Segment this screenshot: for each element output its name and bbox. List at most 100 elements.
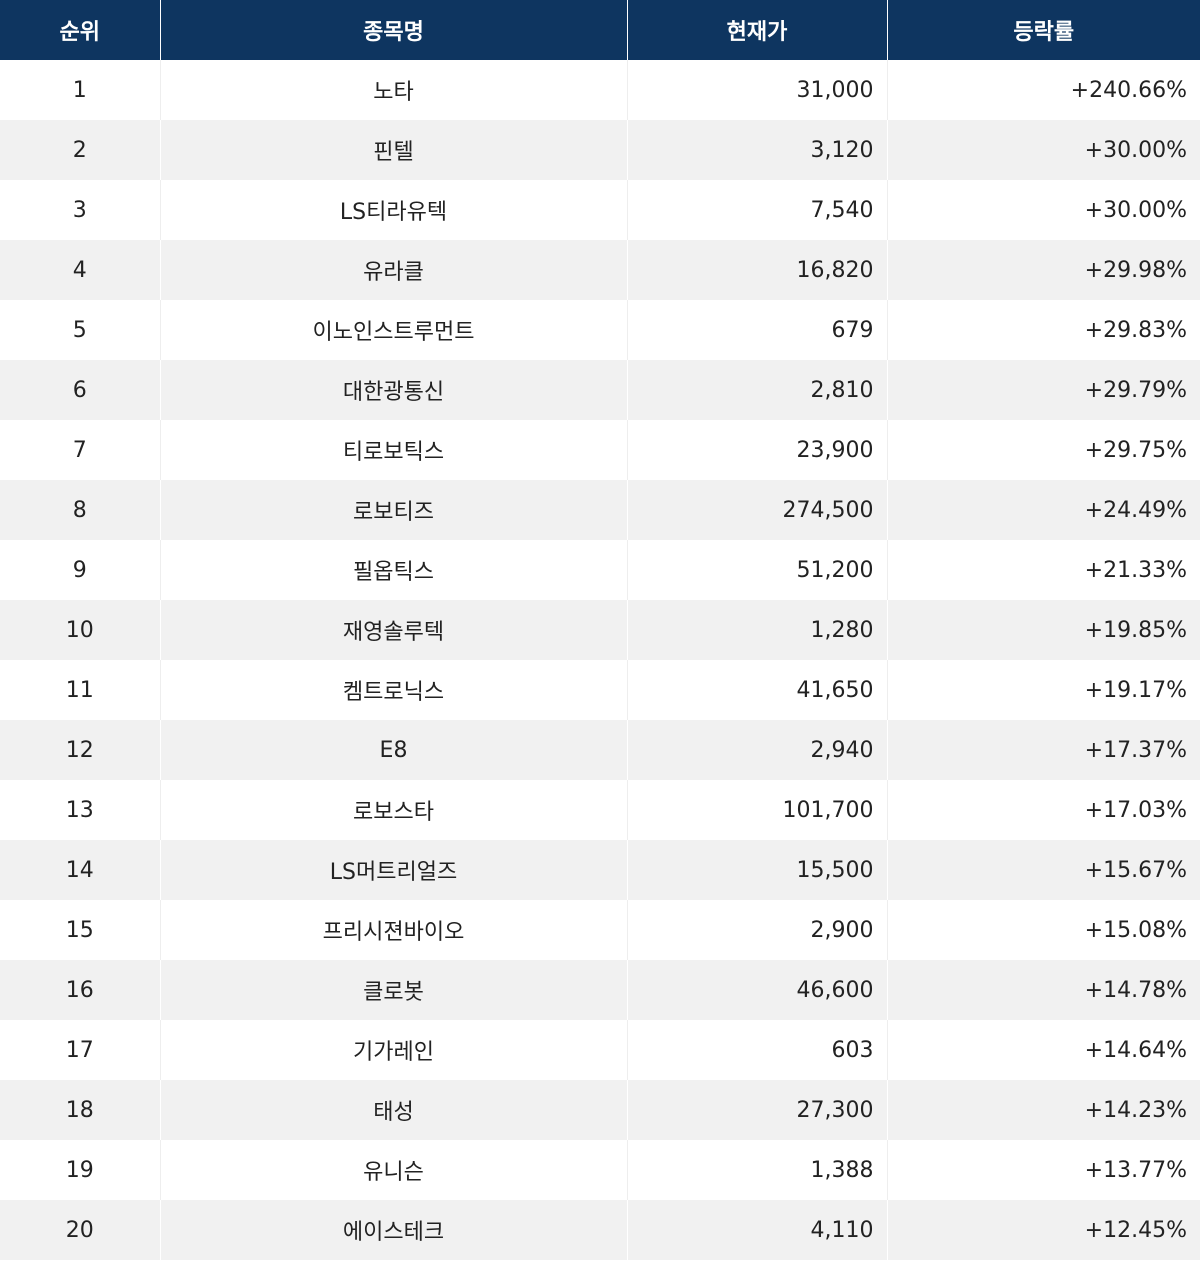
change-rate-cell: +240.66%	[886, 60, 1200, 120]
price-cell: 15,500	[626, 840, 887, 900]
header-name: 종목명	[159, 0, 627, 60]
rank-cell: 13	[0, 780, 160, 840]
table-row: 19 유니슨 1,388 +13.77%	[0, 1140, 1200, 1200]
rank-cell: 11	[0, 660, 160, 720]
rank-cell: 17	[0, 1020, 160, 1080]
stock-name-cell: 프리시젼바이오	[159, 900, 627, 960]
price-cell: 51,200	[626, 540, 887, 600]
price-cell: 2,900	[626, 900, 887, 960]
change-rate-cell: +17.37%	[886, 720, 1200, 780]
stock-name-cell: 유라클	[159, 240, 627, 300]
change-rate-cell: +24.49%	[886, 480, 1200, 540]
price-cell: 101,700	[626, 780, 887, 840]
stock-name-cell: 필옵틱스	[159, 540, 627, 600]
change-rate-cell: +29.75%	[886, 420, 1200, 480]
stock-name-cell: E8	[159, 720, 627, 780]
table-row: 3 LS티라유텍 7,540 +30.00%	[0, 180, 1200, 240]
table-header: 순위 종목명 현재가 등락률	[0, 0, 1200, 60]
change-rate-cell: +29.98%	[886, 240, 1200, 300]
rank-cell: 6	[0, 360, 160, 420]
price-cell: 16,820	[626, 240, 887, 300]
rank-cell: 4	[0, 240, 160, 300]
stock-name-cell: 로보스타	[159, 780, 627, 840]
price-cell: 274,500	[626, 480, 887, 540]
stock-name-cell: 핀텔	[159, 120, 627, 180]
stock-name-cell: 에이스테크	[159, 1200, 627, 1260]
table-row: 14 LS머트리얼즈 15,500 +15.67%	[0, 840, 1200, 900]
change-rate-cell: +19.85%	[886, 600, 1200, 660]
rank-cell: 1	[0, 60, 160, 120]
stock-name-cell: LS머트리얼즈	[159, 840, 627, 900]
rank-cell: 3	[0, 180, 160, 240]
table-row: 11 켐트로닉스 41,650 +19.17%	[0, 660, 1200, 720]
stock-name-cell: 켐트로닉스	[159, 660, 627, 720]
price-cell: 1,280	[626, 600, 887, 660]
change-rate-cell: +15.08%	[886, 900, 1200, 960]
price-cell: 2,810	[626, 360, 887, 420]
rank-cell: 10	[0, 600, 160, 660]
table-row: 18 태성 27,300 +14.23%	[0, 1080, 1200, 1140]
price-cell: 3,120	[626, 120, 887, 180]
price-cell: 31,000	[626, 60, 887, 120]
stock-name-cell: LS티라유텍	[159, 180, 627, 240]
stock-name-cell: 이노인스트루먼트	[159, 300, 627, 360]
price-cell: 1,388	[626, 1140, 887, 1200]
table-row: 17 기가레인 603 +14.64%	[0, 1020, 1200, 1080]
rank-cell: 14	[0, 840, 160, 900]
rank-cell: 18	[0, 1080, 160, 1140]
price-cell: 46,600	[626, 960, 887, 1020]
change-rate-cell: +17.03%	[886, 780, 1200, 840]
change-rate-cell: +14.78%	[886, 960, 1200, 1020]
table-row: 9 필옵틱스 51,200 +21.33%	[0, 540, 1200, 600]
rank-cell: 15	[0, 900, 160, 960]
header-rank: 순위	[0, 0, 160, 60]
stock-name-cell: 유니슨	[159, 1140, 627, 1200]
rank-cell: 12	[0, 720, 160, 780]
price-cell: 4,110	[626, 1200, 887, 1260]
stock-name-cell: 재영솔루텍	[159, 600, 627, 660]
rank-cell: 20	[0, 1200, 160, 1260]
stock-name-cell: 노타	[159, 60, 627, 120]
stock-name-cell: 기가레인	[159, 1020, 627, 1080]
change-rate-cell: +29.79%	[886, 360, 1200, 420]
table-row: 12 E8 2,940 +17.37%	[0, 720, 1200, 780]
rank-cell: 8	[0, 480, 160, 540]
rank-cell: 16	[0, 960, 160, 1020]
stock-name-cell: 태성	[159, 1080, 627, 1140]
table-row: 2 핀텔 3,120 +30.00%	[0, 120, 1200, 180]
rank-cell: 9	[0, 540, 160, 600]
rank-cell: 7	[0, 420, 160, 480]
change-rate-cell: +13.77%	[886, 1140, 1200, 1200]
table-row: 7 티로보틱스 23,900 +29.75%	[0, 420, 1200, 480]
change-rate-cell: +21.33%	[886, 540, 1200, 600]
header-rate: 등락률	[886, 0, 1200, 60]
change-rate-cell: +29.83%	[886, 300, 1200, 360]
change-rate-cell: +12.45%	[886, 1200, 1200, 1260]
price-cell: 2,940	[626, 720, 887, 780]
table-row: 8 로보티즈 274,500 +24.49%	[0, 480, 1200, 540]
price-cell: 23,900	[626, 420, 887, 480]
table-row: 16 클로봇 46,600 +14.78%	[0, 960, 1200, 1020]
rank-cell: 2	[0, 120, 160, 180]
stock-name-cell: 로보티즈	[159, 480, 627, 540]
table-body: 1 노타 31,000 +240.66% 2 핀텔 3,120 +30.00% 3 LS티라유텍 7…	[0, 60, 1200, 1260]
header-row: 순위 종목명 현재가 등락률	[0, 0, 1200, 60]
table-row: 13 로보스타 101,700 +17.03%	[0, 780, 1200, 840]
change-rate-cell: +14.64%	[886, 1020, 1200, 1080]
table-row: 20 에이스테크 4,110 +12.45%	[0, 1200, 1200, 1260]
rank-cell: 19	[0, 1140, 160, 1200]
change-rate-cell: +30.00%	[886, 180, 1200, 240]
table-row: 1 노타 31,000 +240.66%	[0, 60, 1200, 120]
table-row: 15 프리시젼바이오 2,900 +15.08%	[0, 900, 1200, 960]
price-cell: 679	[626, 300, 887, 360]
header-price: 현재가	[626, 0, 887, 60]
rank-cell: 5	[0, 300, 160, 360]
stock-name-cell: 대한광통신	[159, 360, 627, 420]
price-cell: 7,540	[626, 180, 887, 240]
change-rate-cell: +30.00%	[886, 120, 1200, 180]
change-rate-cell: +14.23%	[886, 1080, 1200, 1140]
price-cell: 603	[626, 1020, 887, 1080]
price-cell: 27,300	[626, 1080, 887, 1140]
table-row: 4 유라클 16,820 +29.98%	[0, 240, 1200, 300]
